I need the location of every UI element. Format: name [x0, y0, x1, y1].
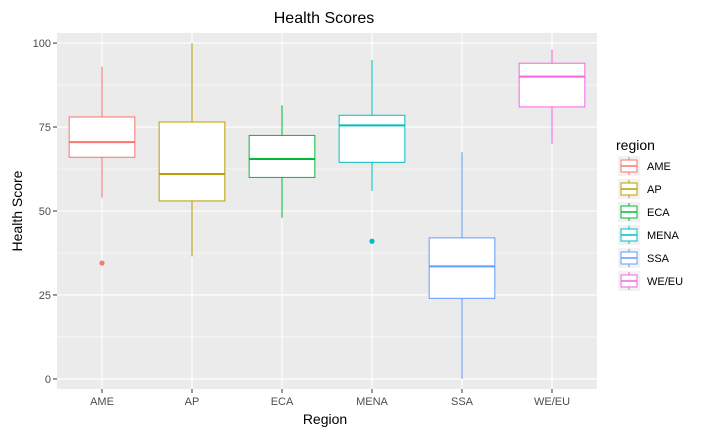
legend-label: MENA — [647, 230, 679, 242]
legend-label: AME — [647, 161, 671, 173]
legend: region AME AP ECA MENA SSA WE/EU — [616, 137, 683, 291]
legend-label: SSA — [647, 253, 670, 265]
x-tick-label: ECA — [271, 396, 294, 408]
box-eca — [248, 105, 316, 218]
box-ssa — [428, 152, 496, 379]
box-iqr — [248, 134, 316, 178]
x-axis-title: Region — [303, 411, 347, 427]
x-tick-label: AP — [185, 396, 200, 408]
legend-item-ame: AME — [618, 156, 671, 176]
x-tick-label: MENA — [356, 396, 388, 408]
box-we-eu — [518, 49, 586, 144]
outlier-point — [99, 260, 105, 266]
legend-item-ap: AP — [618, 179, 662, 199]
chart-title: Health Scores — [274, 10, 375, 27]
y-tick-label: 100 — [33, 38, 51, 50]
legend-title: region — [616, 137, 655, 153]
box-iqr — [338, 114, 406, 163]
x-tick-label: WE/EU — [534, 396, 570, 408]
box-mena — [338, 59, 406, 244]
box-iqr — [518, 62, 586, 108]
legend-label: ECA — [647, 207, 670, 219]
y-tick-label: 50 — [39, 206, 51, 218]
x-tick-label: SSA — [451, 396, 474, 408]
legend-item-we-eu: WE/EU — [618, 271, 683, 291]
outlier-point — [369, 238, 375, 244]
box-iqr — [158, 121, 226, 202]
legend-item-mena: MENA — [618, 225, 679, 245]
box-ap — [158, 43, 226, 257]
y-tick-label: 75 — [39, 122, 51, 134]
y-axis: 0 25 50 75 100 — [33, 38, 57, 386]
legend-label: AP — [647, 184, 662, 196]
legend-item-eca: ECA — [618, 202, 670, 222]
legend-item-ssa: SSA — [618, 248, 670, 268]
y-axis-title: Health Score — [9, 170, 25, 251]
box-series — [68, 43, 586, 379]
box-iqr — [68, 116, 136, 158]
box-ame — [68, 66, 136, 266]
y-tick-label: 25 — [39, 290, 51, 302]
x-tick-label: AME — [90, 396, 114, 408]
legend-label: WE/EU — [647, 276, 683, 288]
x-axis: AME AP ECA MENA SSA WE/EU — [90, 389, 570, 408]
box-iqr — [428, 237, 496, 299]
y-tick-label: 0 — [45, 374, 51, 386]
